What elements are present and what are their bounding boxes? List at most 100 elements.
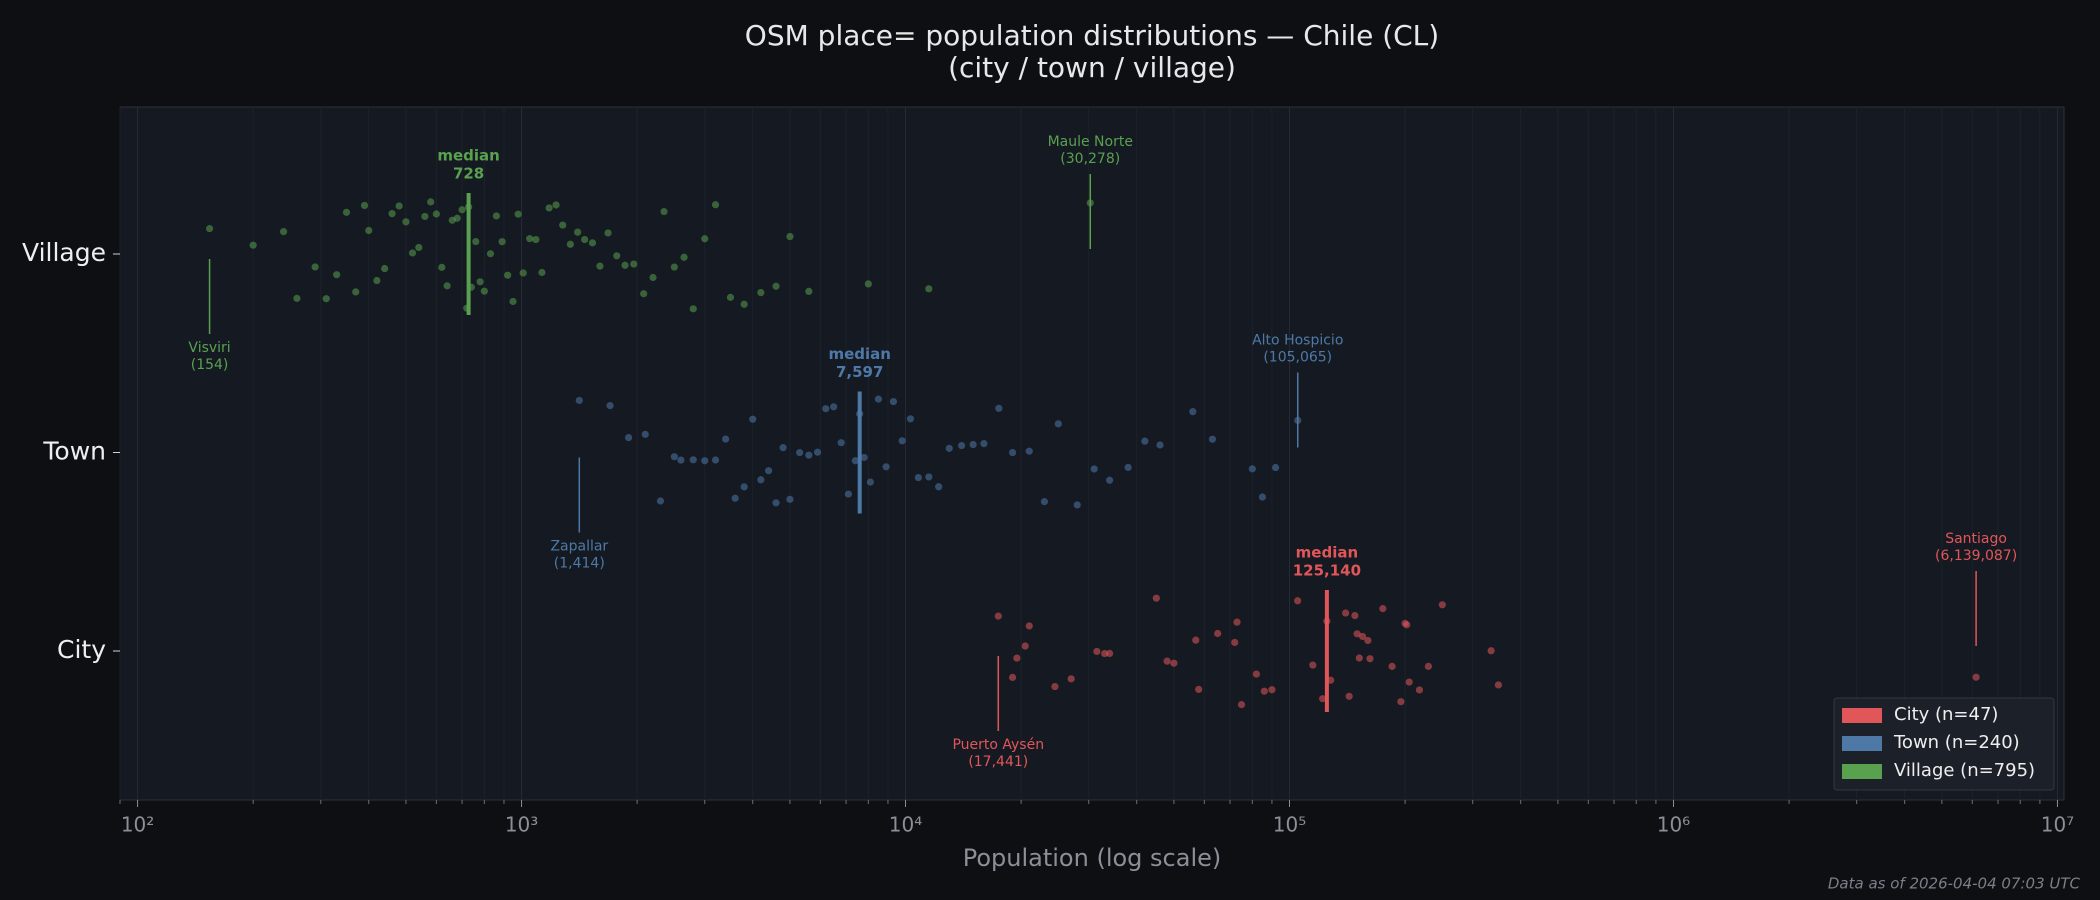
point [1252,670,1261,678]
point [574,228,582,236]
point [279,228,288,236]
annotation-value: (1,414) [554,556,605,572]
point [1342,609,1350,617]
point [492,212,500,220]
point [1294,597,1302,605]
point [1366,655,1374,663]
point [504,271,512,279]
point [914,473,922,482]
point [1379,605,1387,613]
median-value: 7,597 [836,363,883,381]
plot-area [119,106,2065,801]
legend-label: Village (n=795) [1894,760,2035,781]
point [1309,661,1317,669]
point [830,403,838,411]
point [596,262,604,270]
point [945,444,953,452]
point [311,263,319,271]
point [670,263,678,271]
point [925,473,933,481]
point [519,269,527,277]
legend-label: Town (n=240) [1893,732,2020,753]
point [388,210,396,218]
point [1271,463,1280,472]
point [1054,420,1062,428]
point [427,198,435,206]
point [1403,621,1411,629]
point [1208,435,1217,443]
point [866,478,874,486]
point [1351,611,1359,620]
point [581,235,589,244]
point [898,437,906,445]
point [438,263,446,271]
point [1013,654,1021,662]
point [1424,662,1432,670]
point [786,232,794,241]
point [660,207,668,216]
point [860,453,868,462]
x-tick-label: 10⁴ [889,813,922,837]
point [333,271,341,279]
legend-swatch [1842,764,1882,779]
point [1008,448,1017,457]
point [677,456,685,464]
point [509,297,517,306]
point [588,239,597,247]
point [779,444,787,452]
point [1189,408,1197,416]
point [249,241,257,249]
point [514,210,522,218]
point [796,449,804,457]
point [656,497,665,505]
point [1025,447,1033,455]
median-label: median [437,147,499,165]
point [1233,618,1241,626]
point [711,456,720,464]
point [805,451,813,459]
point [1093,647,1101,656]
point [1438,601,1446,609]
point [1319,695,1327,703]
x-axis-label: Population (log scale) [963,844,1222,872]
point [1345,692,1353,700]
point [1192,636,1200,644]
point [864,280,872,288]
point [874,395,883,403]
point [1237,701,1246,709]
point [1106,476,1114,484]
point [575,396,583,405]
point [453,214,461,222]
legend-label: City (n=47) [1894,704,1998,725]
point [711,201,720,209]
point [851,457,859,465]
x-tick-label: 10⁷ [2041,813,2074,837]
point [545,204,553,212]
point [1248,465,1256,473]
point [1040,498,1049,506]
point [935,483,943,491]
point [458,206,466,214]
point [1021,642,1029,650]
y-tick-label: Village [22,238,106,267]
point [421,212,429,221]
chart-subtitle: (city / town / village) [948,51,1236,84]
point [408,249,417,257]
annotation-name: Zapallar [550,539,608,555]
point [538,268,546,277]
point [670,453,678,461]
point [805,287,813,296]
point [1260,687,1268,695]
point [1358,632,1367,641]
point [621,261,629,269]
point [1025,622,1033,630]
point [486,250,495,258]
point [205,225,214,233]
point [1972,673,1980,681]
point [1231,638,1239,647]
chart-title: OSM place= population distributions — Ch… [745,19,1439,52]
point [395,202,403,210]
point [1124,463,1132,471]
median-value: 125,140 [1293,562,1361,580]
point [624,433,633,442]
